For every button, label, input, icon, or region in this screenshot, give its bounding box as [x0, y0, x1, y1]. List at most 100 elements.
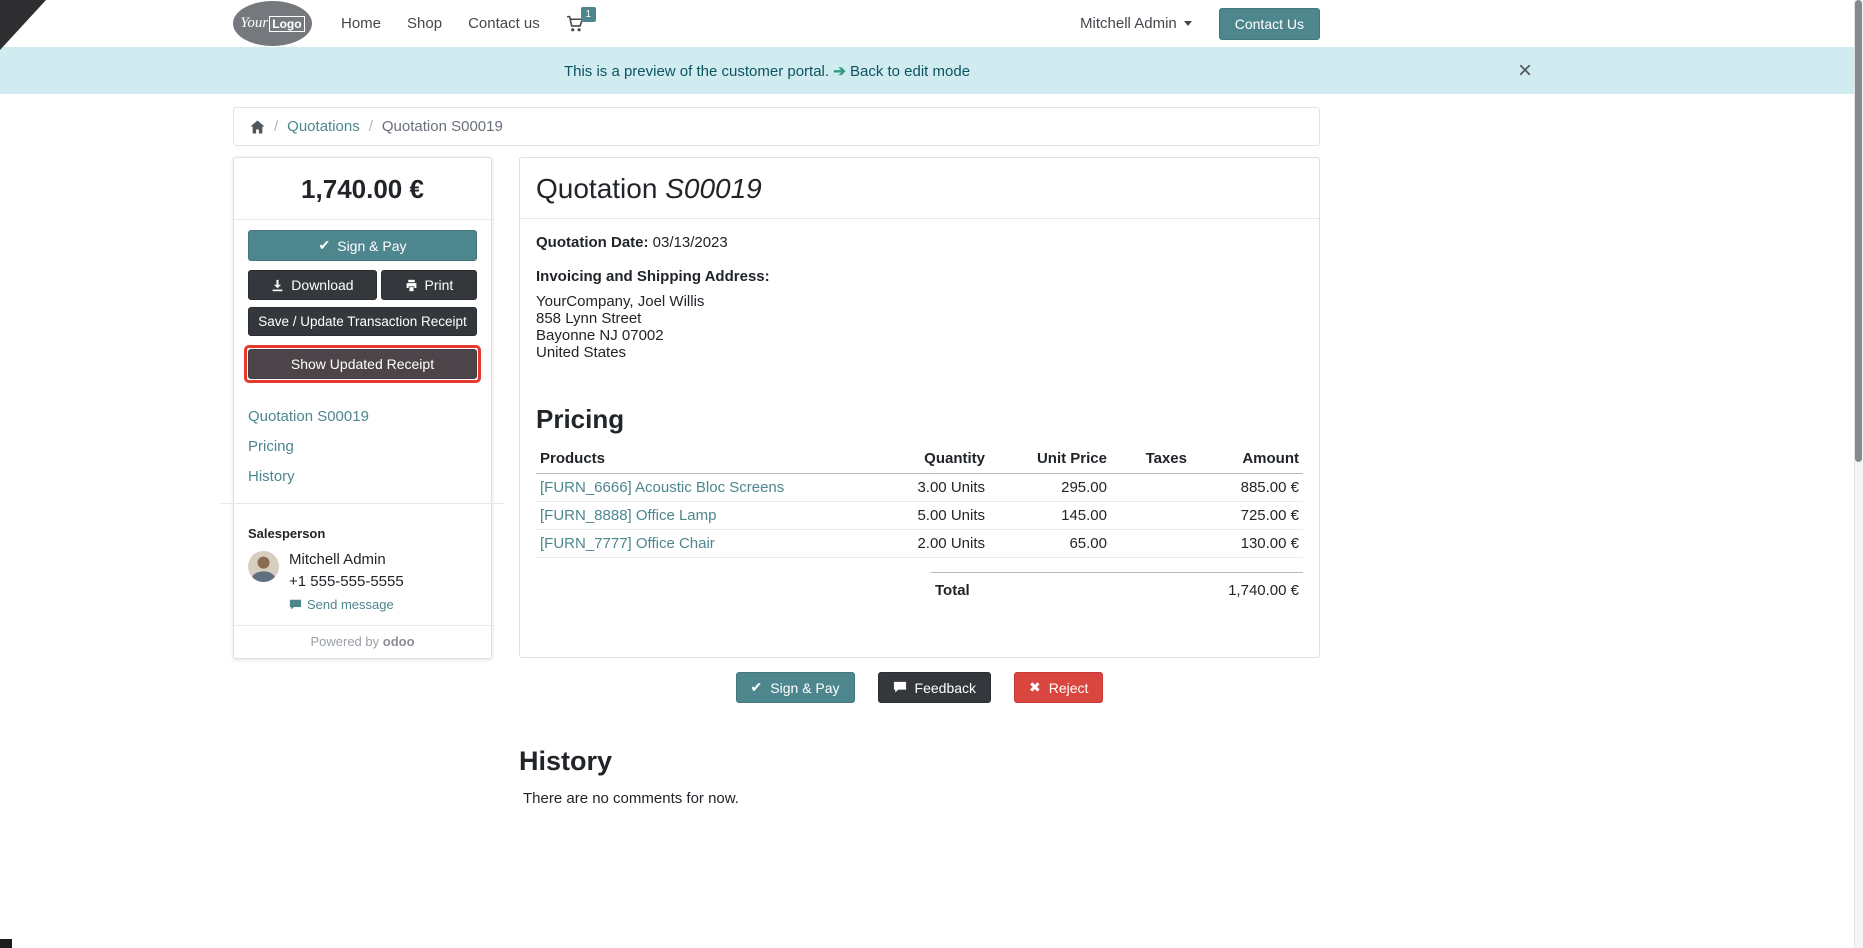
reject-button[interactable]: ✖ Reject [1014, 672, 1104, 703]
cell-unit-price: 295.00 [989, 473, 1111, 502]
document-actions: ✔ Sign & Pay Feedback ✖ Reject [519, 672, 1320, 703]
nav-link-home[interactable]: Home [341, 15, 382, 32]
close-icon[interactable]: × [1518, 56, 1533, 84]
nav-links: Home Shop Contact us [341, 15, 540, 32]
check-icon: ✔ [318, 237, 331, 253]
cart-badge: 1 [580, 6, 596, 22]
breadcrumb-current: Quotation S00019 [381, 118, 503, 135]
annotation-highlight: Show Updated Receipt [244, 345, 481, 383]
sidebar-link-history[interactable]: History [248, 468, 295, 485]
cell-amount: 725.00 € [1191, 501, 1303, 530]
cell-unit-price: 145.00 [989, 501, 1111, 530]
cart-icon [566, 15, 585, 33]
product-link[interactable]: [FURN_8888] Office Lamp [540, 507, 717, 524]
quotation-title-prefix: Quotation [536, 173, 658, 204]
download-label: Download [291, 277, 354, 293]
bottom-left-marker [0, 939, 12, 948]
banner-message: This is a preview of the customer portal… [563, 62, 830, 80]
cell-quantity: 3.00 Units [869, 473, 989, 502]
salesperson-avatar [248, 551, 279, 582]
cart-button[interactable]: 1 [566, 6, 596, 33]
product-link[interactable]: [FURN_6666] Acoustic Bloc Screens [540, 479, 785, 496]
sign-and-pay-button[interactable]: ✔ Sign & Pay [248, 230, 477, 261]
cell-quantity: 2.00 Units [869, 529, 989, 558]
powered-by-label: Powered by [310, 634, 380, 649]
preview-banner: This is a preview of the customer portal… [0, 47, 1863, 94]
pricing-table: Products Quantity Unit Price Taxes Amoun… [536, 444, 1303, 558]
check-icon: ✔ [750, 679, 763, 695]
home-icon[interactable] [250, 119, 265, 134]
sign-and-pay-label: Sign & Pay [770, 679, 840, 696]
quotation-sidebar: 1,740.00 € ✔ Sign & Pay Download Print [220, 157, 505, 659]
show-updated-receipt-button[interactable]: Show Updated Receipt [248, 349, 477, 379]
contact-us-button[interactable]: Contact Us [1218, 7, 1320, 40]
table-row: [FURN_6666] Acoustic Bloc Screens 3.00 U… [536, 473, 1303, 502]
address-line: United States [536, 344, 627, 361]
address-line: 858 Lynn Street [536, 310, 642, 327]
quotation-title-number: S00019 [665, 173, 762, 204]
total-label: Total [935, 582, 970, 599]
column-header-products: Products [536, 444, 869, 474]
total-amount: 1,740.00 € [234, 158, 491, 220]
breadcrumb-quotations-link[interactable]: Quotations [287, 118, 360, 135]
column-header-amount: Amount [1191, 444, 1303, 474]
history-heading: History [519, 746, 613, 776]
print-icon [405, 279, 418, 292]
user-menu-label: Mitchell Admin [1080, 15, 1177, 32]
sign-and-pay-bottom-button[interactable]: ✔ Sign & Pay [735, 672, 855, 703]
show-receipt-label: Show Updated Receipt [290, 356, 435, 372]
history-empty-message: There are no comments for now. [523, 790, 739, 807]
breadcrumb-separator: / [368, 118, 373, 135]
quotation-date-label: Quotation Date: [536, 234, 649, 251]
salesperson-phone: +1 555-555-5555 [289, 573, 404, 590]
user-menu[interactable]: Mitchell Admin [1080, 15, 1192, 32]
table-header-row: Products Quantity Unit Price Taxes Amoun… [536, 444, 1303, 474]
arrow-right-icon: ➔ [833, 62, 846, 80]
cell-quantity: 5.00 Units [869, 501, 989, 530]
download-icon [271, 279, 284, 292]
vertical-scrollbar[interactable] [1854, 0, 1863, 948]
sign-and-pay-label: Sign & Pay [337, 237, 407, 254]
company-logo[interactable]: Your Logo [233, 1, 312, 46]
odoo-logo: odoo [382, 634, 415, 649]
nav-link-shop[interactable]: Shop [407, 15, 443, 32]
breadcrumb-separator: / [274, 118, 279, 135]
quotation-date-value: 03/13/2023 [652, 234, 728, 251]
cell-unit-price: 65.00 [989, 529, 1111, 558]
address-line: Bayonne NJ 07002 [536, 327, 664, 344]
feedback-label: Feedback [914, 679, 977, 696]
divider [220, 503, 505, 504]
cell-taxes [1111, 529, 1191, 558]
product-link[interactable]: [FURN_7777] Office Chair [540, 535, 715, 552]
total-value: 1,740.00 € [1228, 582, 1299, 599]
feedback-button[interactable]: Feedback [877, 672, 992, 703]
sidebar-link-quotation[interactable]: Quotation S00019 [248, 408, 369, 425]
back-to-edit-mode-link[interactable]: Back to edit mode [849, 62, 971, 80]
quotation-document: Quotation S00019 Quotation Date: 03/13/2… [519, 157, 1320, 658]
total-row: Total 1,740.00 € [931, 572, 1303, 608]
cell-amount: 885.00 € [1191, 473, 1303, 502]
cell-taxes [1111, 473, 1191, 502]
send-message-label: Send message [307, 597, 394, 612]
table-row: [FURN_8888] Office Lamp 5.00 Units 145.0… [536, 501, 1303, 530]
chevron-down-icon [1183, 21, 1192, 26]
salesperson-name: Mitchell Admin [289, 551, 386, 568]
column-header-unit-price: Unit Price [989, 444, 1111, 474]
x-icon: ✖ [1029, 679, 1041, 695]
sidebar-link-pricing[interactable]: Pricing [248, 438, 294, 455]
send-message-link[interactable]: Send message [289, 597, 404, 612]
column-header-quantity: Quantity [869, 444, 989, 474]
cell-taxes [1111, 501, 1191, 530]
print-button[interactable]: Print [380, 270, 477, 300]
print-label: Print [424, 277, 454, 293]
powered-by: Powered by odoo [234, 625, 491, 658]
nav-link-contact-us[interactable]: Contact us [468, 15, 540, 32]
chat-icon [289, 599, 302, 611]
pricing-heading: Pricing [536, 404, 625, 434]
save-update-transaction-receipt-button[interactable]: Save / Update Transaction Receipt [248, 307, 477, 336]
logo-text-logo: Logo [269, 15, 305, 32]
address-line: YourCompany, Joel Willis [536, 293, 705, 310]
cell-amount: 130.00 € [1191, 529, 1303, 558]
download-button[interactable]: Download [248, 270, 377, 300]
scrollbar-thumb[interactable] [1855, 0, 1862, 462]
